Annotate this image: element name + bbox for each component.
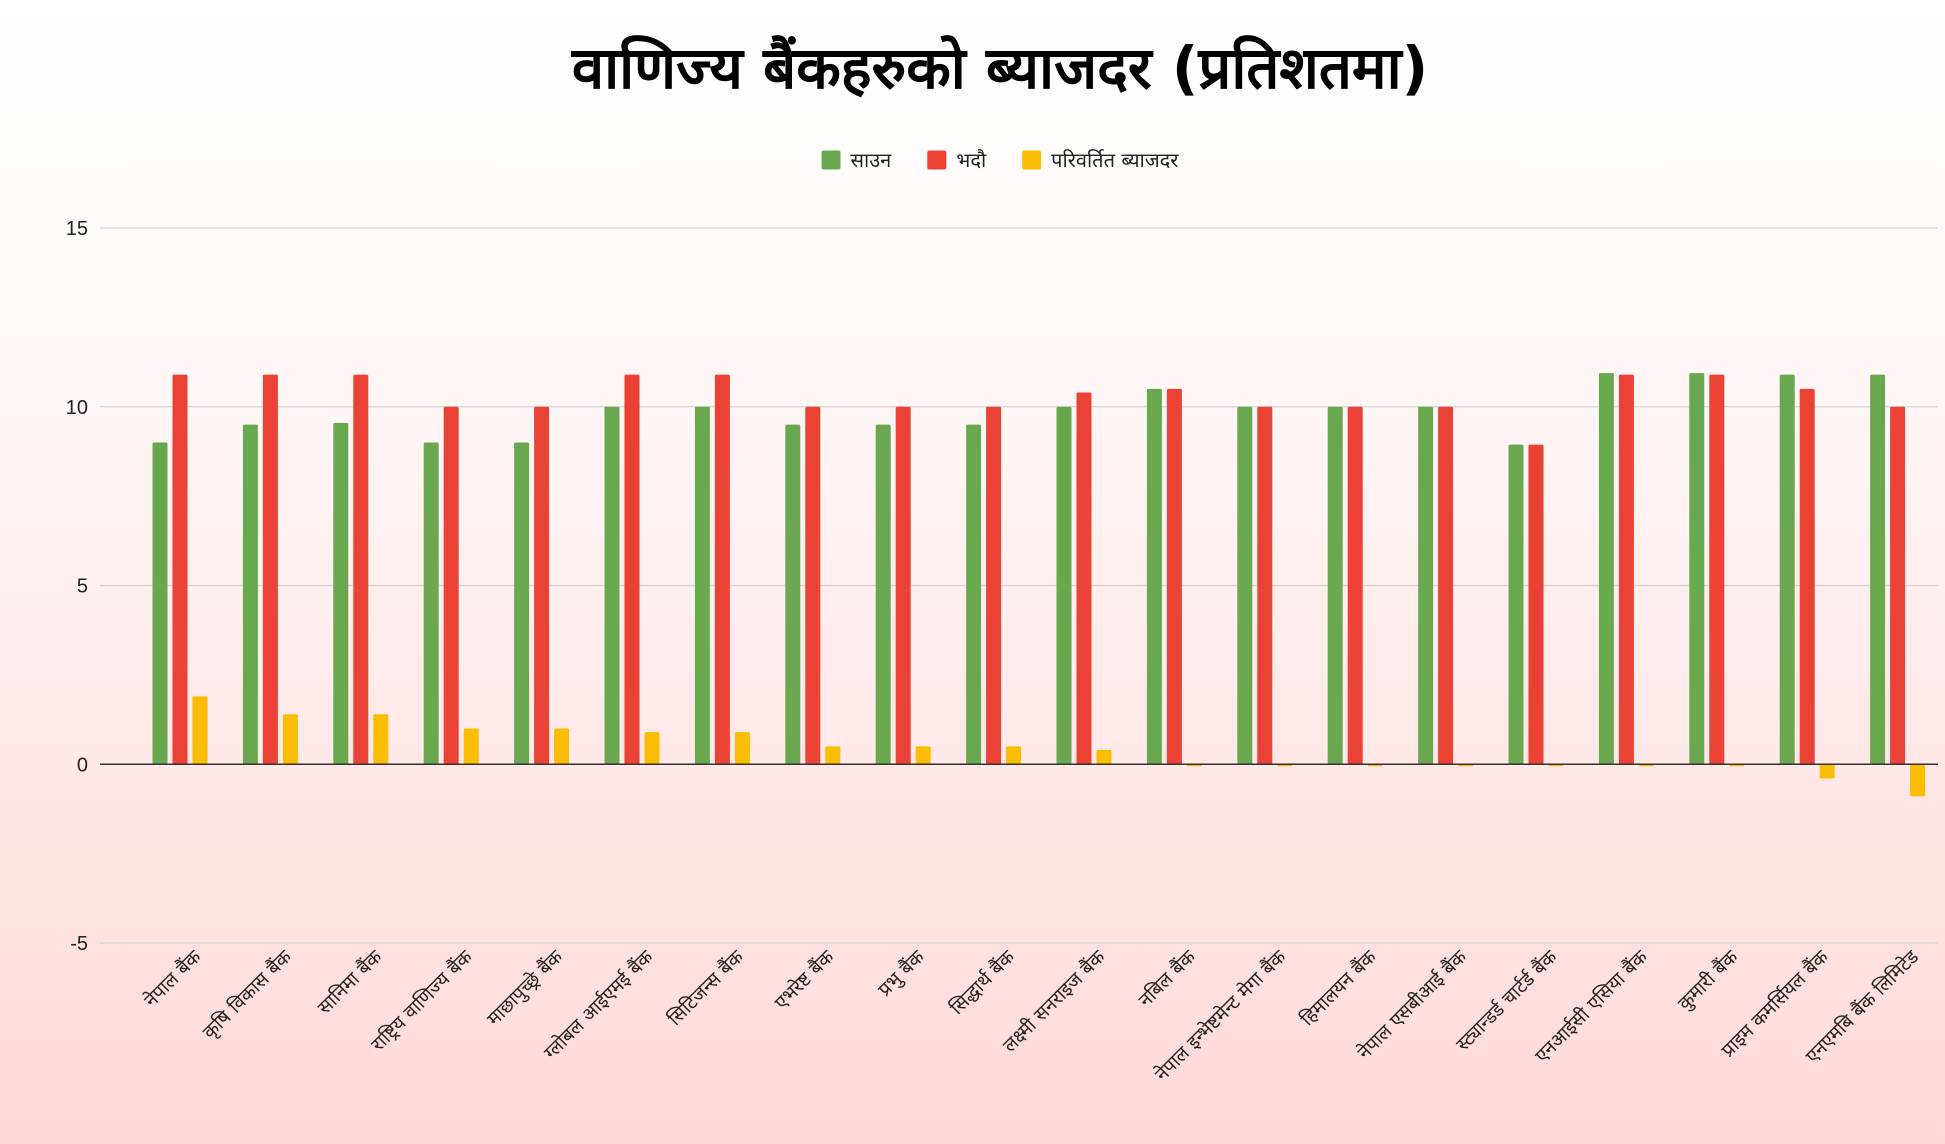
legend-label: परिवर्तित ब्याजदर [1051, 148, 1179, 172]
bar-1-6[interactable] [604, 406, 620, 765]
chart-title: वाणिज्य बैंकहरुको ब्याजदर (प्रतिशतमा) [571, 34, 1428, 102]
bar-1-11[interactable] [1056, 406, 1072, 765]
y-tick-label: 0 [77, 754, 88, 776]
legend-label: साउन [851, 148, 893, 172]
bar-1-7[interactable] [694, 406, 710, 765]
legend: साउन भदौ परिवर्तित ब्याजदर [821, 148, 1179, 172]
category-label: नबिल बैंक [1134, 945, 1201, 1012]
legend-swatch [927, 150, 947, 170]
y-tick-label: 15 [66, 218, 88, 240]
bar-1-16[interactable] [1508, 444, 1524, 765]
bar-1-9[interactable] [875, 424, 891, 765]
grid-lines [100, 227, 1938, 944]
bar-2-5[interactable] [534, 406, 550, 765]
category-label: एभरेष्ट बैंक [770, 945, 839, 1014]
bar-2-1[interactable] [172, 374, 188, 765]
bar-3-4[interactable] [463, 728, 479, 765]
x-axis-labels: नेपाल बैंककृषि विकास बैंक सानिमा बैंकराष्… [139, 945, 1923, 1086]
bar-3-19[interactable] [1819, 764, 1835, 779]
bar-3-10[interactable] [1006, 746, 1022, 765]
bar-1-4[interactable] [423, 442, 439, 765]
bar-2-18[interactable] [1709, 374, 1725, 765]
bar-1-3[interactable] [333, 422, 349, 765]
bar-3-7[interactable] [734, 732, 750, 765]
bar-2-12[interactable] [1166, 388, 1182, 765]
y-axis-ticks: 15 10 5 0 -5 [66, 218, 88, 955]
legend-item-3[interactable]: परिवर्तित ब्याजदर [1022, 148, 1179, 172]
legend-swatch [821, 150, 841, 170]
bar-1-10[interactable] [966, 424, 982, 765]
bar-1-1[interactable] [152, 442, 168, 765]
bar-3-1[interactable] [192, 696, 208, 765]
bar-3-20[interactable] [1910, 764, 1926, 797]
bar-1-14[interactable] [1327, 406, 1343, 765]
bar-1-13[interactable] [1237, 406, 1253, 765]
bar-3-8[interactable] [825, 746, 841, 765]
legend-label: भदौ [956, 148, 987, 172]
legend-swatch [1022, 150, 1042, 170]
bar-2-15[interactable] [1438, 406, 1454, 765]
bar-3-11[interactable] [1096, 749, 1112, 765]
bar-1-2[interactable] [242, 424, 258, 765]
category-label: कुमारी बैंक [1673, 945, 1743, 1015]
bar-1-20[interactable] [1870, 374, 1886, 765]
bar-1-15[interactable] [1418, 406, 1434, 765]
bar-2-10[interactable] [986, 406, 1002, 765]
bar-3-3[interactable] [373, 714, 389, 765]
bar-2-2[interactable] [262, 374, 278, 765]
bar-2-3[interactable] [353, 374, 369, 765]
bar-2-13[interactable] [1257, 406, 1273, 765]
category-label: नेपाल बैंक [139, 945, 205, 1011]
y-tick-label: 10 [66, 397, 88, 419]
bar-2-19[interactable] [1799, 388, 1815, 765]
bar-2-6[interactable] [624, 374, 640, 765]
bar-1-5[interactable] [514, 442, 530, 765]
bar-1-17[interactable] [1598, 373, 1614, 765]
bar-2-14[interactable] [1347, 406, 1363, 765]
bar-1-19[interactable] [1779, 374, 1795, 765]
legend-item-2[interactable]: भदौ [927, 148, 987, 172]
bar-2-17[interactable] [1618, 374, 1634, 765]
category-label: सानिमा बैंक [313, 945, 387, 1019]
bar-2-4[interactable] [443, 406, 459, 765]
bar-2-20[interactable] [1890, 406, 1906, 765]
category-label: माछापुच्छ्रे बैंक [482, 945, 568, 1031]
category-label: प्रभु बैंक [873, 945, 930, 1002]
y-tick-label: 5 [77, 576, 88, 598]
category-label: सिद्धार्थ बैंक [945, 945, 1019, 1019]
legend-item-1[interactable]: साउन [821, 148, 893, 172]
bar-3-6[interactable] [644, 732, 660, 765]
category-label: कृषि विकास बैंक [198, 945, 297, 1044]
bar-3-2[interactable] [282, 714, 298, 765]
category-label: सिटिजन्स बैंक [663, 945, 748, 1030]
bar-3-9[interactable] [915, 746, 931, 765]
bar-2-7[interactable] [714, 374, 730, 765]
category-label: हिमालयन बैंक [1296, 945, 1381, 1030]
bar-2-16[interactable] [1528, 444, 1544, 765]
bar-3-5[interactable] [554, 728, 570, 765]
bar-2-9[interactable] [895, 406, 911, 765]
bars [152, 373, 1926, 797]
bar-2-8[interactable] [805, 406, 821, 765]
bar-1-12[interactable] [1146, 388, 1162, 765]
bar-1-8[interactable] [785, 424, 801, 765]
y-tick-label: -5 [70, 933, 88, 955]
bar-1-18[interactable] [1689, 373, 1705, 765]
bar-2-11[interactable] [1076, 392, 1092, 765]
